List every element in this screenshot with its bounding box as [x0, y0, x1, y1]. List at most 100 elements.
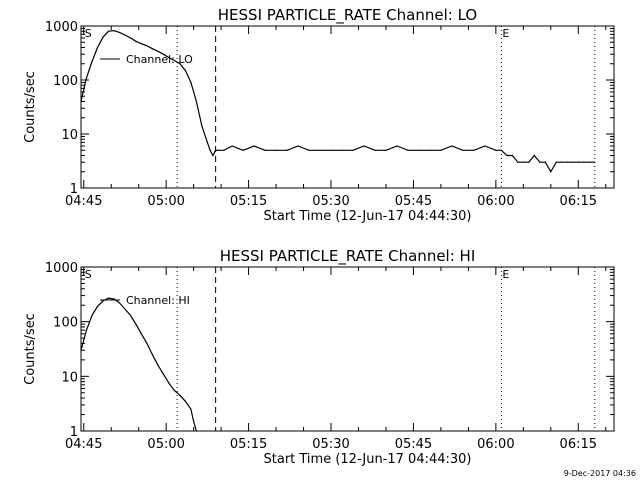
data-point: [91, 60, 93, 63]
data-point: [118, 302, 121, 304]
data-point: [190, 81, 192, 84]
data-point: [533, 154, 535, 157]
x-tick-label: 05:30: [312, 437, 349, 452]
data-point: [113, 30, 115, 32]
data-point: [184, 400, 187, 402]
data-point: [140, 333, 143, 335]
data-point: [407, 149, 409, 151]
data-point: [522, 161, 524, 163]
data-point: [85, 329, 88, 331]
data-point: [242, 149, 244, 151]
x-tick-label: 04:45: [65, 437, 102, 452]
data-point: [113, 298, 115, 300]
y-tick-label: 1000: [45, 20, 78, 35]
x-tick-label: 06:15: [560, 194, 597, 209]
data-point: [495, 149, 497, 151]
plot-frame: [80, 266, 615, 432]
data-point: [396, 145, 398, 147]
data-point: [223, 149, 225, 151]
data-point: [151, 48, 154, 50]
series-line: [80, 297, 197, 432]
data-point: [511, 154, 513, 157]
data-point: [157, 50, 159, 52]
generation-timestamp: 9-Dec-2017 04:36: [564, 469, 636, 478]
y-tick-label: 1: [70, 182, 78, 197]
data-point: [206, 141, 208, 143]
data-point: [594, 161, 596, 163]
data-point: [528, 161, 530, 163]
data-point: [184, 69, 187, 72]
data-point: [124, 308, 126, 310]
data-point: [80, 100, 82, 103]
data-point: [583, 161, 585, 163]
data-point: [429, 149, 431, 151]
data-point: [195, 430, 197, 432]
x-tick-label: 06:00: [477, 194, 514, 209]
data-point: [96, 305, 99, 308]
data-point: [162, 53, 165, 55]
y-tick-label: 10: [61, 370, 78, 385]
data-point: [561, 161, 563, 163]
data-point: [102, 36, 104, 38]
data-point: [330, 149, 332, 151]
data-point: [577, 161, 579, 163]
data-point: [102, 300, 104, 302]
y-tick-label: 1000: [45, 261, 78, 276]
data-point: [193, 420, 195, 422]
data-point: [517, 161, 519, 163]
series-line: [80, 30, 595, 173]
data-point: [85, 77, 88, 79]
data-point: [264, 149, 266, 151]
data-point: [500, 149, 502, 151]
data-point: [135, 40, 137, 42]
x-tick-label: 05:45: [395, 194, 432, 209]
event-marker-label: E: [502, 268, 509, 281]
x-tick-label: 05:00: [147, 194, 184, 209]
data-point: [215, 149, 217, 151]
data-point: [209, 149, 211, 151]
data-point: [129, 314, 132, 317]
data-point: [146, 342, 148, 345]
data-point: [107, 30, 110, 32]
data-point: [96, 46, 99, 49]
x-tick-label: 06:00: [477, 437, 514, 452]
data-point: [201, 125, 203, 127]
data-point: [146, 45, 148, 47]
chart-title: HESSI PARTICLE_RATE Channel: HI: [220, 247, 476, 266]
legend-label: Channel: HI: [126, 294, 190, 307]
event-marker-label: S: [85, 268, 92, 281]
data-point: [151, 353, 154, 356]
data-point: [212, 154, 214, 157]
data-point: [157, 364, 159, 366]
data-point: [179, 394, 181, 396]
data-point: [168, 382, 170, 384]
data-point: [566, 161, 568, 163]
data-point: [179, 63, 181, 65]
data-point: [91, 314, 93, 317]
data-point: [539, 161, 541, 163]
x-tick-label: 06:15: [560, 437, 597, 452]
data-point: [80, 349, 82, 351]
data-point: [173, 389, 176, 392]
data-point: [107, 297, 110, 299]
data-point: [231, 145, 233, 147]
data-point: [473, 149, 475, 151]
y-tick-label: 1: [70, 425, 78, 440]
data-point: [135, 323, 137, 325]
data-point: [555, 161, 557, 163]
x-tick-label: 05:00: [147, 437, 184, 452]
y-axis-label: Counts/sec: [23, 71, 38, 143]
data-point: [363, 145, 365, 147]
y-axis-label: Counts/sec: [23, 313, 38, 385]
data-point: [440, 149, 442, 151]
x-tick-label: 05:15: [230, 437, 267, 452]
data-point: [140, 43, 143, 45]
data-point: [451, 145, 453, 147]
data-point: [506, 154, 508, 157]
y-tick-label: 100: [53, 316, 78, 331]
chart-title: HESSI PARTICLE_RATE Channel: LO: [218, 6, 477, 25]
data-point: [462, 149, 464, 151]
data-point: [319, 149, 321, 151]
x-tick-label: 05:30: [312, 194, 349, 209]
